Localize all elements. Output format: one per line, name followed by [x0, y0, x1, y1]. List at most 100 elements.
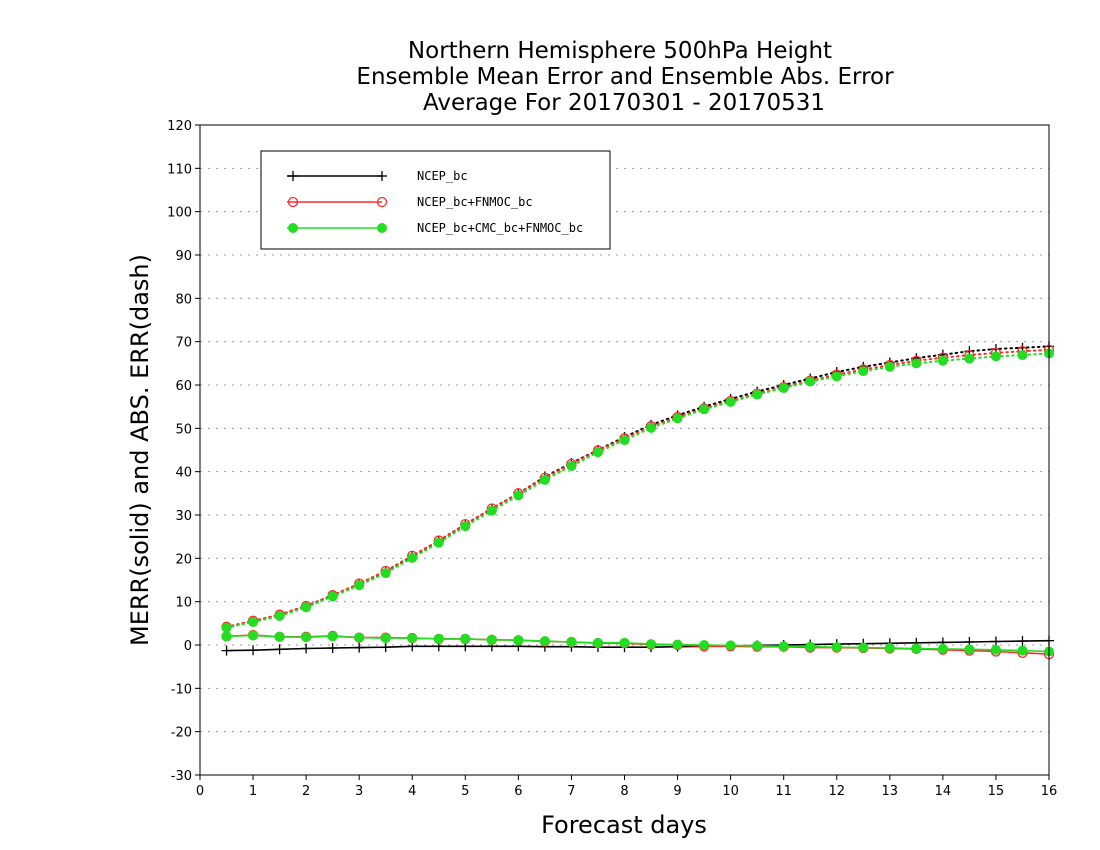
y-tick-label: 80 [175, 292, 192, 307]
x-tick-label: 13 [882, 784, 899, 799]
point-marker [539, 636, 550, 647]
point-marker [805, 376, 816, 387]
point-marker [354, 580, 365, 591]
point-marker [911, 358, 922, 369]
point-marker [539, 474, 550, 485]
point-marker [248, 630, 259, 641]
point-marker [831, 642, 842, 653]
point-marker [778, 383, 789, 394]
chart-title-line-3: Average For 20170301 - 20170531 [423, 90, 825, 116]
point-marker [911, 643, 922, 654]
point-marker [248, 645, 259, 656]
y-tick-label: 40 [175, 466, 192, 481]
point-marker [566, 636, 577, 647]
point-marker [964, 353, 975, 364]
point-marker [1017, 636, 1028, 647]
point-marker [778, 641, 789, 652]
point-marker [460, 521, 471, 532]
point-marker [725, 396, 736, 407]
point-marker [592, 637, 603, 648]
point-marker [1017, 350, 1028, 361]
abs-err-line [225, 348, 1050, 628]
point-marker [513, 490, 524, 501]
x-tick-label: 8 [620, 784, 628, 799]
point-marker [377, 223, 387, 233]
point-marker [672, 639, 683, 650]
point-marker [831, 371, 842, 382]
x-tick-label: 3 [355, 784, 363, 799]
merr-line [226, 634, 1050, 653]
y-tick-label: -30 [171, 769, 192, 784]
point-marker [990, 644, 1001, 655]
y-tick-label: 110 [167, 162, 192, 177]
y-axis-ticks: -30 -20 -10 0 10 20 30 40 50 60 70 80 90 100 110 120 [167, 119, 200, 784]
legend-box [260, 150, 611, 250]
y-tick-label: 10 [175, 596, 192, 611]
point-marker [513, 635, 524, 646]
x-tick-label: 7 [567, 784, 575, 799]
point-marker [221, 631, 232, 642]
x-tick-label: 10 [722, 784, 739, 799]
x-axis-title: Forecast days [541, 811, 707, 839]
chart-title-line-1: Northern Hemisphere 500hPa Height [408, 38, 832, 64]
legend: NCEP_bc NCEP_bc+FNMOC_bc NCEP_bc+CMC_bc+FN… [260, 150, 611, 250]
x-tick-label: 0 [196, 784, 204, 799]
point-marker [376, 196, 388, 208]
x-tick-label: 11 [775, 784, 792, 799]
x-tick-label: 2 [302, 784, 310, 799]
point-marker [884, 643, 895, 654]
point-marker [274, 644, 285, 655]
x-tick-label: 4 [408, 784, 416, 799]
point-marker [752, 389, 763, 400]
x-tick-label: 12 [828, 784, 845, 799]
y-tick-label: 120 [167, 119, 192, 134]
point-marker [327, 643, 338, 654]
point-marker [288, 171, 298, 181]
point-marker [274, 610, 285, 621]
point-marker [433, 537, 444, 548]
point-marker [884, 361, 895, 372]
point-marker [725, 640, 736, 651]
y-tick-label: 20 [175, 552, 192, 567]
y-tick-label: 50 [175, 422, 192, 437]
point-marker [592, 447, 603, 458]
legend-entry: NCEP_bc [287, 169, 468, 183]
plot-frame [199, 124, 1050, 776]
y-tick-label: 90 [175, 249, 192, 264]
x-tick-label: 15 [988, 784, 1005, 799]
point-marker [354, 642, 365, 653]
y-tick-label: 60 [175, 379, 192, 394]
series-ncep-bc-fnmoc-bc [221, 344, 1055, 660]
y-tick-label: 30 [175, 509, 192, 524]
legend-entry: NCEP_bc+CMC_bc+FNMOC_bc [287, 221, 583, 235]
y-tick-label: 0 [184, 639, 192, 654]
x-tick-label: 9 [673, 784, 681, 799]
point-marker [1017, 645, 1028, 656]
point-marker [380, 633, 391, 644]
series-ncep-bc [221, 341, 1054, 656]
series-group [221, 341, 1055, 660]
legend-entry: NCEP_bc+FNMOC_bc [287, 195, 533, 209]
point-marker [619, 637, 630, 648]
y-tick-label: -20 [171, 726, 192, 741]
x-tick-label: 6 [514, 784, 522, 799]
point-marker [964, 644, 975, 655]
point-marker [327, 631, 338, 642]
y-tick-label: 70 [175, 336, 192, 351]
point-marker [248, 617, 259, 628]
point-marker [301, 632, 312, 643]
y-tick-label: 100 [167, 206, 192, 221]
point-marker [990, 351, 1001, 362]
point-marker [619, 435, 630, 446]
point-marker [301, 643, 312, 654]
point-marker [858, 642, 869, 653]
point-marker [699, 640, 710, 650]
point-marker [672, 413, 683, 424]
point-marker [407, 633, 418, 644]
x-tick-label: 5 [461, 784, 469, 799]
point-marker [937, 355, 948, 366]
point-marker [433, 633, 444, 644]
point-marker [646, 639, 657, 650]
legend-label: NCEP_bc [417, 169, 468, 183]
point-marker [287, 196, 299, 208]
